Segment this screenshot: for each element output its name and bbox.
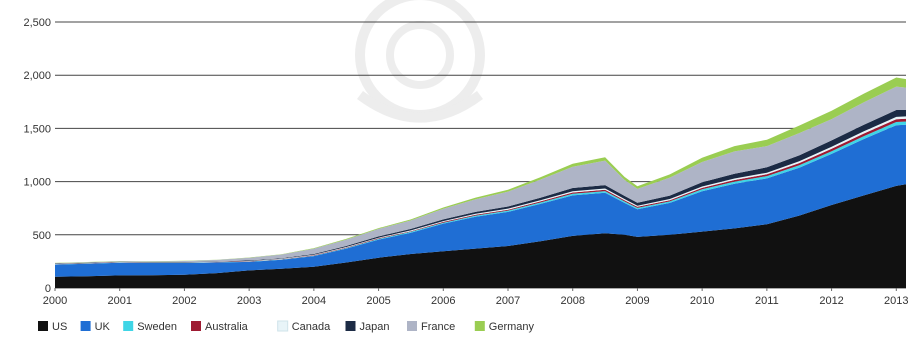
y-tick-label: 2,500 <box>23 17 51 29</box>
area-us <box>55 184 906 288</box>
area-uk <box>55 124 906 277</box>
x-tick-label: 2003 <box>237 295 261 307</box>
legend-swatch-uk <box>80 321 91 331</box>
area-series <box>55 77 906 288</box>
legend-swatch-japan <box>345 321 356 331</box>
legend-label-canada: Canada <box>292 321 331 333</box>
x-tick-label: 2013 <box>884 295 908 307</box>
legend-label-japan: Japan <box>360 321 390 333</box>
legend-label-uk: UK <box>95 321 111 333</box>
legend-label-us: US <box>52 321 67 333</box>
legend-label-france: France <box>421 321 455 333</box>
legend-label-sweden: Sweden <box>137 321 177 333</box>
legend-swatch-sweden <box>123 321 134 331</box>
x-tick-label: 2004 <box>302 295 326 307</box>
legend-label-australia: Australia <box>205 321 249 333</box>
x-tick-label: 2001 <box>107 295 131 307</box>
legend-swatch-us <box>38 321 48 331</box>
legend-swatch-australia <box>191 321 201 331</box>
y-tick-label: 500 <box>33 230 51 242</box>
x-tick-label: 2008 <box>560 295 584 307</box>
legend: US UK Sweden Australia Canada Japan France Germ… <box>38 320 535 333</box>
axes: 0 500 1,000 1,500 2,000 2,500 2000 2001 2002 2003… <box>23 17 908 307</box>
x-tick-label: 2012 <box>819 295 843 307</box>
legend-swatch-canada <box>277 320 289 332</box>
watermark-logo <box>355 0 485 123</box>
x-tick-label: 2011 <box>755 295 779 307</box>
legend-swatch-france <box>407 321 417 331</box>
y-tick-label: 1,000 <box>23 177 51 189</box>
x-tick-label: 2009 <box>625 295 649 307</box>
x-tick-label: 2006 <box>431 295 455 307</box>
legend-swatch-germany <box>474 321 485 331</box>
x-tick-label: 2000 <box>43 295 67 307</box>
y-tick-label: 0 <box>45 283 51 295</box>
x-tick-label: 2007 <box>496 295 520 307</box>
x-tick-label: 2010 <box>690 295 714 307</box>
y-tick-label: 1,500 <box>23 123 51 135</box>
y-tick-label: 2,000 <box>23 70 51 82</box>
x-tick-label: 2002 <box>172 295 196 307</box>
legend-label-germany: Germany <box>489 321 535 333</box>
x-tick-label: 2005 <box>366 295 390 307</box>
